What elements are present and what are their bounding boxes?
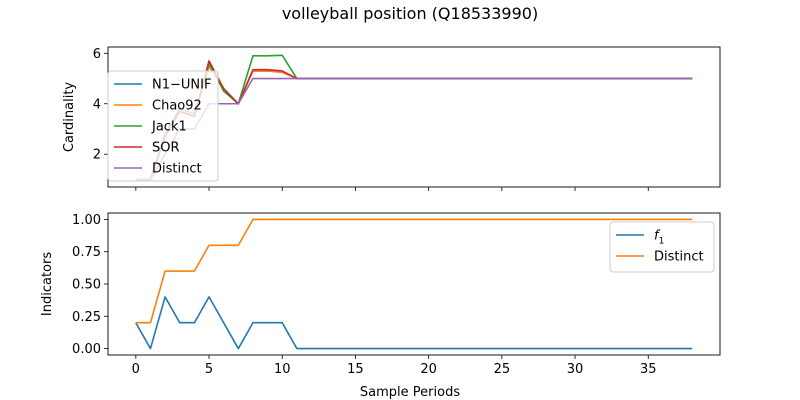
legend-label-f1: f1 (654, 229, 664, 247)
y-tick-label: 2 (93, 148, 101, 163)
legend-label-distinct: Distinct (152, 162, 202, 177)
x-axis-label: Sample Periods (360, 385, 460, 400)
y-tick-label: 0.00 (72, 342, 101, 357)
x-tick-label: 30 (567, 362, 584, 377)
x-tick-label: 5 (205, 362, 213, 377)
subplot-1: 2 4 6 Cardinality N1−UNIF Chao92 Jack1 SOR Disti… (62, 46, 721, 191)
legend: f1 Distinct (609, 221, 715, 273)
y-tick-label: 0.50 (72, 278, 101, 293)
x-tick-label: 25 (494, 362, 511, 377)
y-axis-label: Cardinality (62, 82, 77, 153)
legend: N1−UNIF Chao92 Jack1 SOR Distinct (107, 70, 219, 182)
y-tick-label: 0.75 (72, 245, 101, 260)
series-line-distinct (135, 218, 693, 324)
x-tick-label: 15 (347, 362, 364, 377)
y-tick-label: 1.00 (72, 213, 101, 228)
series-line-f1 (135, 296, 693, 350)
legend-label-jack1: Jack1 (151, 120, 187, 135)
x-tick-label: 10 (274, 362, 291, 377)
subplot-2: 0 5 10 15 20 25 30 35 0.00 0.25 0.50 0.75 1.00 Indica… (40, 212, 721, 377)
legend-box (107, 70, 219, 182)
x-tick-label: 20 (420, 362, 437, 377)
legend-box (609, 221, 715, 273)
x-tick-label: 0 (132, 362, 140, 377)
series-line-jack1 (135, 54, 693, 181)
plots: 2 4 6 Cardinality N1−UNIF Chao92 Jack1 SOR Disti… (40, 46, 721, 377)
y-tick-label: 0.25 (72, 310, 101, 325)
x-tick-label: 35 (640, 362, 657, 377)
legend-label-sor: SOR (152, 141, 180, 156)
legend-label-n1-unif: N1−UNIF (152, 78, 211, 93)
series-line-distinct (135, 77, 693, 181)
y-tick-label: 6 (93, 47, 101, 62)
legend-label-chao92: Chao92 (152, 99, 202, 114)
y-tick-label: 4 (93, 97, 101, 112)
y-axis-label: Indicators (40, 252, 55, 316)
figure-title: volleyball position (Q18533990) (282, 4, 538, 23)
legend-label-distinct: Distinct (654, 250, 704, 265)
